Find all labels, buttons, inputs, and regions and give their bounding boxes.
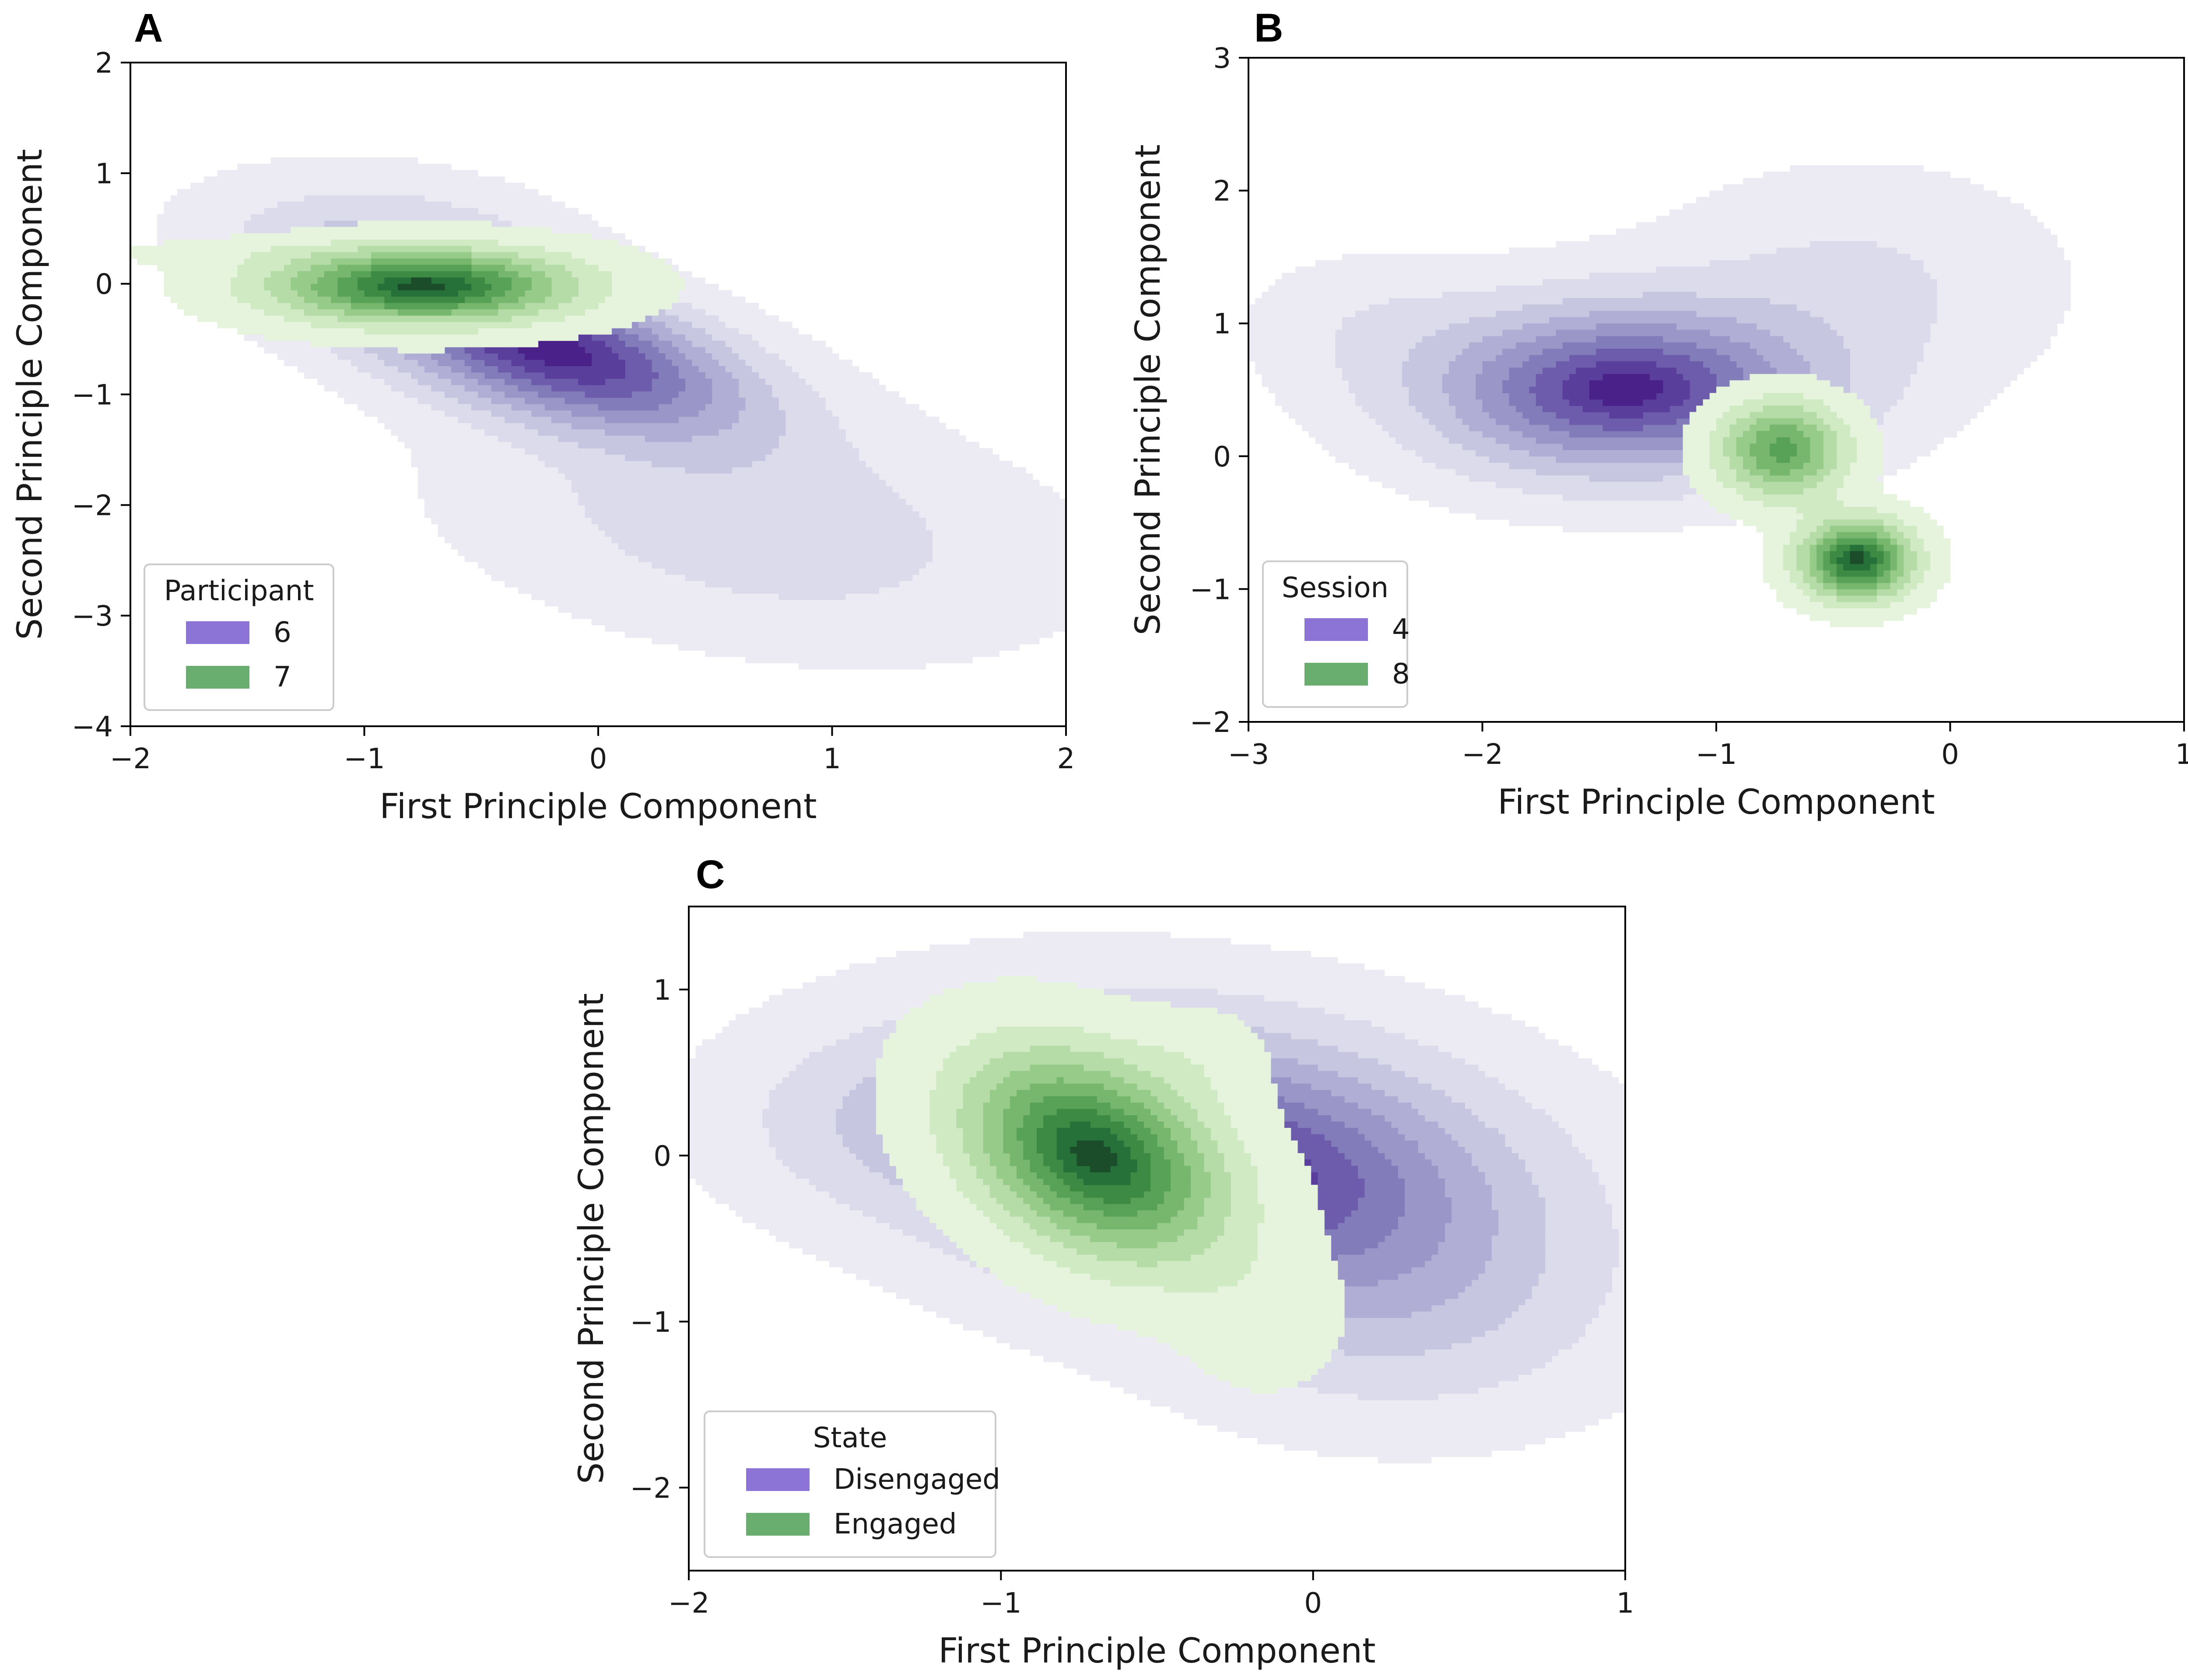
y-axis-label: Second Principle Component [1129, 144, 1168, 635]
y-tick-label: −2 [1190, 707, 1231, 739]
x-axis-label: First Principle Component [938, 1631, 1375, 1671]
panel-letter: C [696, 852, 725, 897]
panel-letter: B [1254, 6, 1283, 50]
y-tick-label: 1 [653, 974, 671, 1007]
y-tick-label: −3 [72, 600, 113, 633]
y-tick-label: 1 [1213, 308, 1231, 340]
legend: State Disengaged Engaged [704, 1410, 1000, 1558]
y-tick-label: −1 [630, 1306, 671, 1339]
contour-area [1248, 165, 2071, 627]
contour-level-9 [1589, 374, 1663, 406]
series-7-contours [130, 220, 686, 354]
x-tick-label: −1 [980, 1587, 1021, 1620]
legend-swatch-1 [1304, 618, 1368, 641]
y-tick-label: −4 [72, 711, 113, 743]
x-tick-label: 0 [1304, 1587, 1322, 1620]
y-tick-label: 0 [653, 1140, 671, 1172]
y-tick-label: −1 [72, 379, 113, 412]
x-tick-label: −2 [110, 743, 151, 775]
legend-label-2: 7 [274, 661, 291, 693]
legend-label-2: Engaged [834, 1508, 957, 1540]
x-tick-label: 0 [589, 743, 607, 775]
y-tick-label: 0 [95, 269, 113, 301]
legend-label-1: 4 [1392, 613, 1410, 646]
x-tick-label: 1 [1616, 1587, 1634, 1620]
x-tick-label: −3 [1228, 738, 1269, 771]
contour-level-9 [1070, 1140, 1117, 1172]
x-tick-label: 2 [1057, 743, 1075, 775]
legend-swatch-2 [186, 666, 249, 689]
x-tick-label: −1 [1696, 738, 1737, 771]
y-tick-label: 2 [95, 47, 113, 80]
y-tick-label: 1 [95, 158, 113, 190]
y-tick-label: −2 [630, 1472, 671, 1505]
x-tick-label: 0 [1941, 738, 1959, 771]
x-tick-label: 1 [823, 743, 841, 775]
y-axis-label: Second Principle Component [572, 993, 611, 1484]
contour-level-9 [1850, 551, 1864, 564]
legend-title: State [813, 1422, 887, 1454]
y-tick-label: 3 [1213, 42, 1231, 75]
legend-swatch-1 [186, 621, 249, 644]
panel-c: −2 −1 0 1 −2 −1 0 1 First Principle Component Sec… [572, 852, 1634, 1671]
axes-frame [688, 906, 1626, 1572]
legend-label-1: Disengaged [834, 1463, 1000, 1496]
series-engaged-contours [876, 976, 1345, 1394]
y-tick-label: 0 [1213, 441, 1231, 473]
y-axis-label: Second Principle Component [11, 149, 50, 640]
legend-label-1: 6 [274, 616, 291, 649]
legend-title: Session [1282, 572, 1389, 604]
contour-area [130, 157, 1066, 670]
panel-a: −2 −1 0 1 2 −4 −3 −2 −1 0 1 2 First Principle Compon… [11, 6, 1075, 826]
panel-letter: A [134, 6, 163, 50]
legend-swatch-2 [1304, 663, 1368, 686]
y-tick-label: 2 [1213, 175, 1231, 208]
y-tick-label: −1 [1190, 574, 1231, 606]
legend-swatch-1 [746, 1468, 810, 1491]
legend-swatch-2 [746, 1513, 810, 1536]
legend: Participant 6 7 [144, 564, 334, 711]
x-tick-label: −2 [668, 1587, 709, 1620]
x-tick-label: −2 [1462, 738, 1503, 771]
x-tick-label: 1 [2175, 738, 2188, 771]
x-tick-label: −1 [344, 743, 385, 775]
contour-level-9 [397, 277, 445, 290]
x-axis-label: First Principle Component [1497, 783, 1935, 822]
legend-title: Participant [164, 575, 314, 607]
contour-area [689, 931, 1625, 1463]
x-axis-label: First Principle Component [379, 787, 817, 826]
y-tick-label: −2 [72, 490, 113, 522]
series-8-contours [1683, 374, 1951, 627]
legend-label-2: 8 [1392, 658, 1410, 690]
